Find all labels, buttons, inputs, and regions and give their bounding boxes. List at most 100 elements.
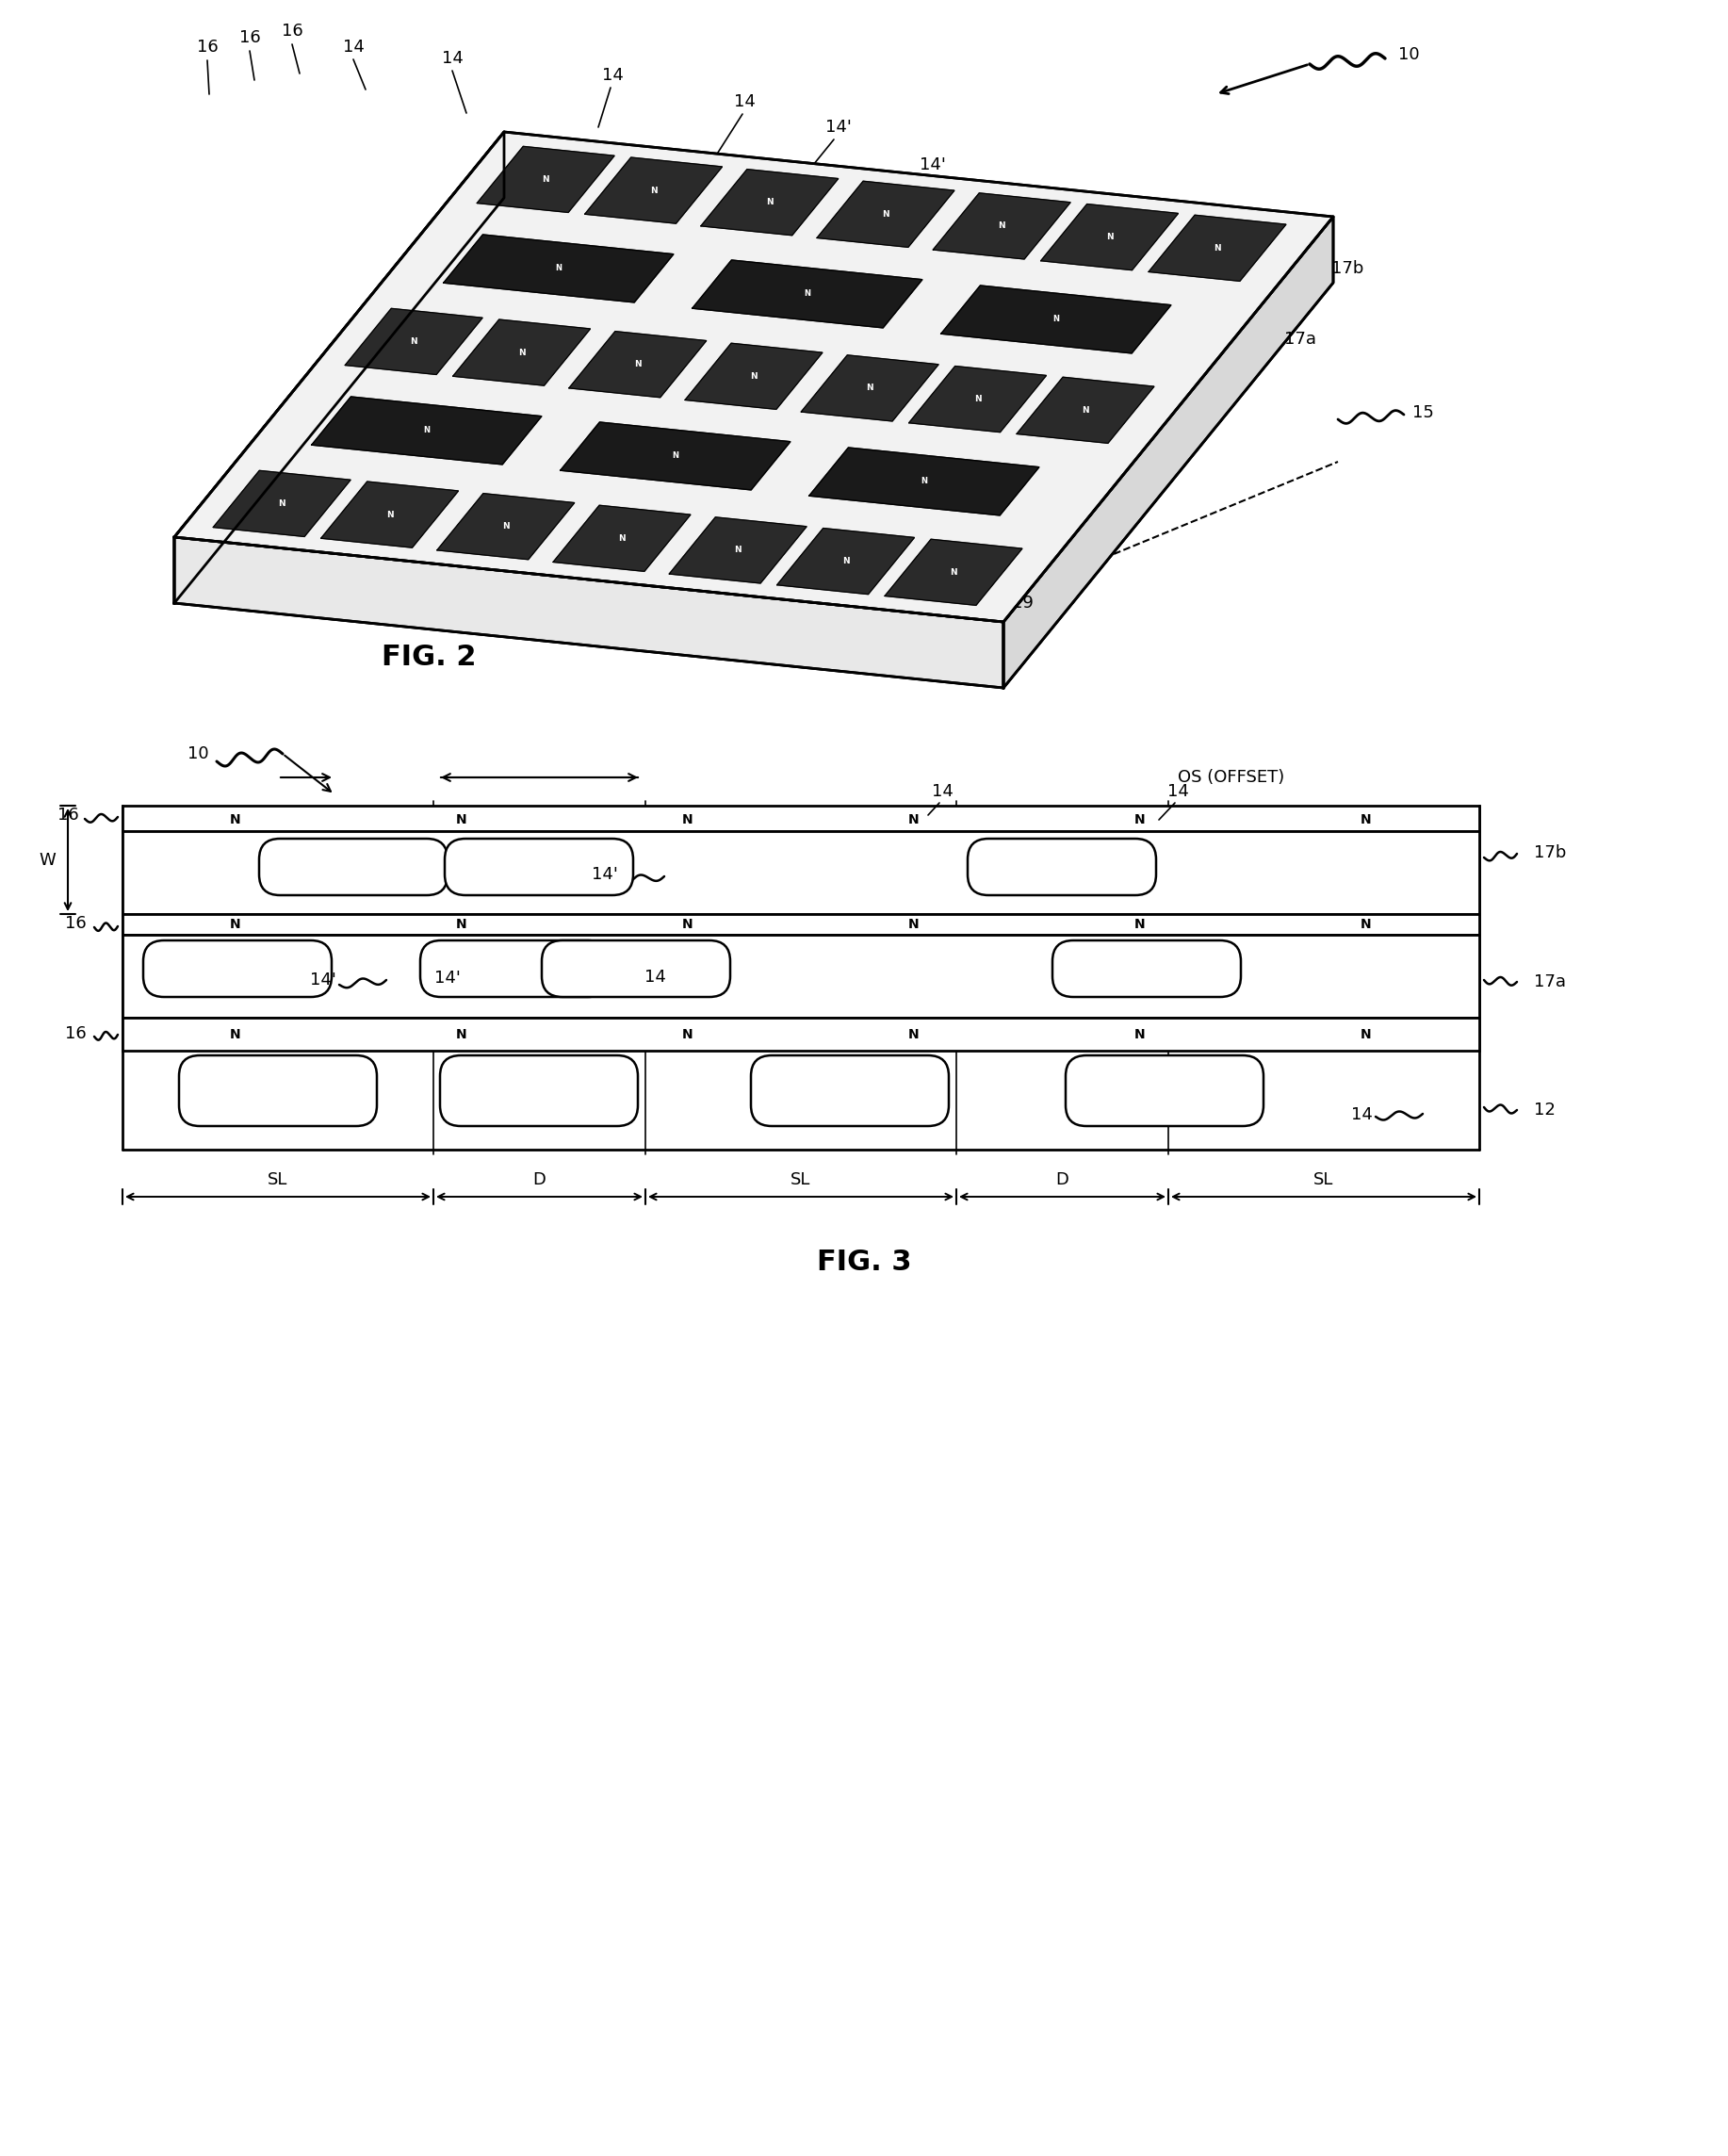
Text: N: N (999, 222, 1006, 231)
Text: 17a: 17a (1534, 972, 1566, 990)
Polygon shape (1004, 218, 1334, 688)
Text: N: N (734, 545, 741, 554)
Text: N: N (909, 813, 919, 826)
Text: N: N (950, 567, 957, 576)
Text: N: N (543, 175, 550, 183)
Text: 19: 19 (1011, 595, 1033, 612)
FancyBboxPatch shape (420, 940, 608, 996)
FancyBboxPatch shape (259, 839, 448, 895)
Text: SL: SL (1313, 1171, 1334, 1188)
Text: 14: 14 (645, 968, 665, 985)
Text: 16: 16 (64, 1026, 86, 1041)
Text: N: N (503, 522, 510, 530)
Bar (123, 830, 1479, 914)
Text: D: D (532, 1171, 546, 1188)
Text: N: N (410, 336, 418, 345)
Text: SL: SL (268, 1171, 289, 1188)
Text: FIG. 3: FIG. 3 (817, 1248, 911, 1276)
Polygon shape (444, 235, 674, 302)
Text: 16: 16 (282, 22, 302, 39)
Polygon shape (909, 367, 1047, 431)
Text: N: N (518, 349, 525, 356)
Text: N: N (1360, 918, 1372, 931)
Text: N: N (842, 556, 850, 565)
Text: N: N (881, 209, 890, 218)
Text: N: N (385, 511, 394, 520)
Text: 14: 14 (734, 93, 755, 110)
Text: 14': 14' (434, 970, 461, 987)
Polygon shape (1016, 377, 1154, 444)
Polygon shape (553, 505, 691, 571)
Polygon shape (175, 132, 505, 604)
Text: 10: 10 (1398, 45, 1419, 63)
Text: 16: 16 (197, 39, 218, 56)
Text: N: N (804, 289, 810, 298)
Polygon shape (817, 181, 954, 248)
Text: N: N (555, 265, 562, 274)
Text: N: N (1106, 233, 1113, 241)
Text: N: N (921, 476, 928, 485)
Text: 14': 14' (309, 972, 337, 987)
FancyBboxPatch shape (444, 839, 632, 895)
Text: N: N (909, 1028, 919, 1041)
Polygon shape (809, 448, 1039, 515)
Text: N: N (1052, 315, 1059, 323)
Text: N: N (634, 360, 641, 369)
Text: N: N (278, 500, 285, 509)
Text: D: D (1056, 1171, 1070, 1188)
Text: N: N (750, 373, 757, 379)
Polygon shape (453, 319, 591, 386)
Bar (123, 1018, 1479, 1050)
Text: 17b: 17b (1534, 845, 1566, 860)
Text: N: N (230, 813, 240, 826)
Text: N: N (683, 813, 693, 826)
Polygon shape (802, 356, 938, 420)
Polygon shape (702, 170, 838, 235)
Text: N: N (683, 918, 693, 931)
Text: 17b: 17b (1331, 261, 1363, 276)
FancyBboxPatch shape (968, 839, 1156, 895)
Text: FIG. 2: FIG. 2 (382, 645, 475, 671)
Text: N: N (456, 918, 467, 931)
Text: 16: 16 (238, 30, 261, 45)
Polygon shape (584, 157, 722, 224)
Text: N: N (1082, 405, 1089, 414)
Text: 15: 15 (1412, 405, 1434, 420)
FancyBboxPatch shape (1066, 1056, 1263, 1125)
Text: 16: 16 (64, 914, 86, 931)
Text: 18: 18 (942, 586, 962, 604)
Bar (123, 806, 1479, 830)
Text: N: N (683, 1028, 693, 1041)
Text: N: N (1135, 1028, 1146, 1041)
Polygon shape (684, 343, 823, 410)
Text: W: W (38, 852, 55, 869)
Bar (123, 914, 1479, 936)
FancyBboxPatch shape (180, 1056, 377, 1125)
Polygon shape (1149, 216, 1286, 280)
Polygon shape (569, 332, 707, 397)
Text: N: N (1135, 813, 1146, 826)
Text: 14: 14 (342, 39, 365, 56)
Polygon shape (693, 261, 923, 328)
Polygon shape (437, 494, 574, 561)
Text: 12: 12 (1534, 1102, 1555, 1119)
Polygon shape (933, 194, 1070, 259)
Polygon shape (346, 308, 482, 375)
Polygon shape (560, 423, 790, 489)
Polygon shape (175, 198, 1334, 688)
Text: N: N (650, 185, 657, 194)
Polygon shape (321, 481, 458, 548)
Text: N: N (456, 1028, 467, 1041)
Text: N: N (975, 395, 982, 403)
Text: N: N (672, 453, 679, 459)
Text: 14: 14 (931, 783, 952, 800)
Text: N: N (1360, 813, 1372, 826)
Text: N: N (230, 918, 240, 931)
Text: 12: 12 (1191, 285, 1211, 300)
Polygon shape (175, 132, 1334, 621)
Polygon shape (175, 537, 1004, 688)
Text: N: N (1360, 1028, 1372, 1041)
Polygon shape (477, 147, 615, 213)
Polygon shape (778, 528, 914, 595)
FancyBboxPatch shape (143, 940, 332, 996)
